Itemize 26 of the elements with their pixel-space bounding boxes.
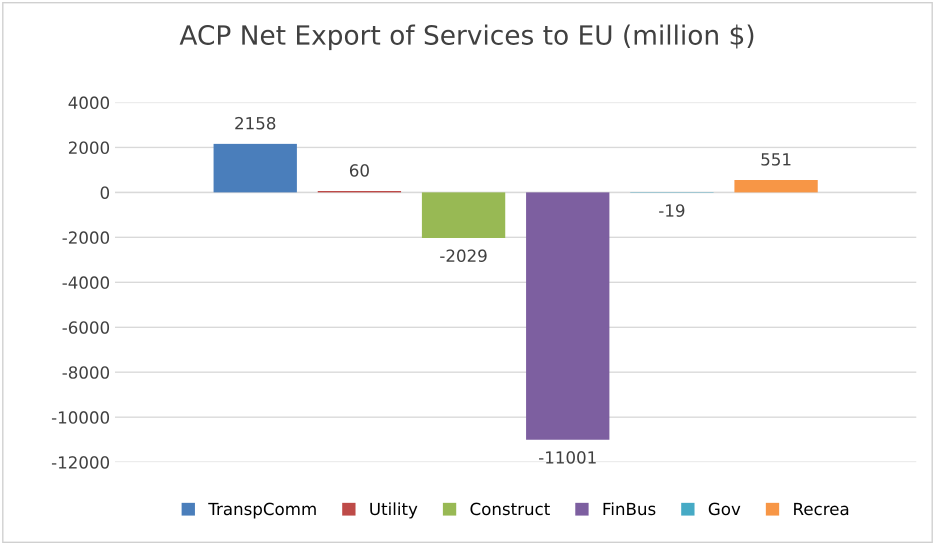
legend-label: Gov xyxy=(708,502,740,516)
y-tick-label: -10000 xyxy=(52,411,110,424)
data-label: -2029 xyxy=(440,249,487,262)
y-tick-label: -2000 xyxy=(62,231,110,244)
legend-label: FinBus xyxy=(604,502,656,516)
data-label: 551 xyxy=(761,153,790,166)
chart-title: ACP Net Export of Services to EU (million $) xyxy=(180,24,754,50)
y-tick-label: -12000 xyxy=(52,456,110,469)
data-label: -11001 xyxy=(539,451,596,464)
y-tick-label: 2000 xyxy=(68,141,110,154)
legend-label: Recrea xyxy=(794,502,848,516)
data-label: 2158 xyxy=(235,116,276,130)
bar xyxy=(422,192,506,238)
y-tick-label: 0 xyxy=(100,186,110,199)
bar xyxy=(214,144,297,192)
legend-label: Construct xyxy=(470,502,550,516)
data-label: 60 xyxy=(350,164,369,177)
y-tick-label: -6000 xyxy=(62,321,110,334)
bar xyxy=(526,192,610,440)
data-label: -19 xyxy=(659,204,684,217)
y-tick-label: -8000 xyxy=(62,366,110,379)
y-tick-label: 4000 xyxy=(68,96,110,110)
bar xyxy=(734,180,818,192)
legend-label: Utility xyxy=(370,502,418,518)
legend-label: TranspComm xyxy=(208,502,316,518)
y-tick-label: -4000 xyxy=(62,276,110,289)
